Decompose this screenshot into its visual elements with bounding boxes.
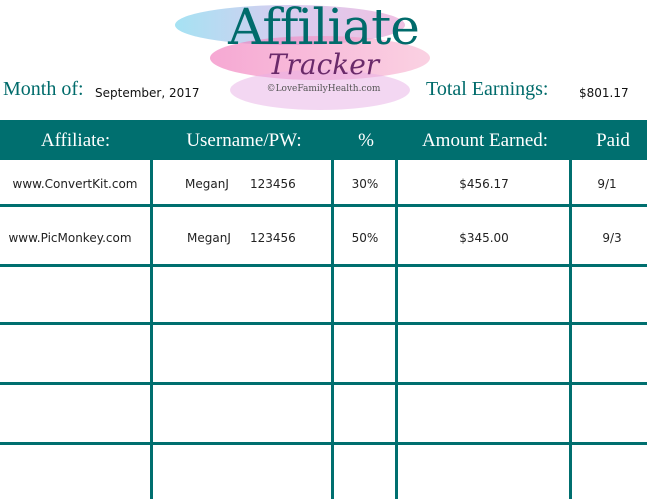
app-title: Affiliate [228, 0, 420, 56]
month-label: Month of: [3, 78, 84, 100]
row-divider [0, 264, 647, 267]
row-divider [0, 442, 647, 445]
column-divider [150, 160, 153, 499]
row-divider [0, 322, 647, 325]
column-header-percent: % [358, 130, 374, 151]
copyright-credit: ©LoveFamilyHealth.com [266, 84, 381, 94]
column-divider [395, 160, 398, 499]
month-value[interactable]: September, 2017 [95, 86, 200, 100]
password-cell[interactable]: 123456 [250, 177, 296, 191]
total-earnings-label: Total Earnings: [426, 78, 549, 100]
percent-cell[interactable]: 30% [351, 177, 379, 191]
username-cell[interactable]: MeganJ [185, 177, 229, 191]
affiliate-cell[interactable]: www.ConvertKit.com [12, 177, 138, 191]
percent-cell[interactable]: 50% [351, 231, 379, 245]
watercolor-splash [175, 5, 430, 110]
paid-cell[interactable]: 9/1 [597, 177, 617, 191]
total-earnings-value[interactable]: $801.17 [579, 86, 629, 100]
username-cell[interactable]: MeganJ [187, 231, 231, 245]
row-divider [0, 382, 647, 385]
app-subtitle: Tracker [267, 48, 380, 81]
column-header-paid: Paid [596, 130, 630, 151]
password-cell[interactable]: 123456 [250, 231, 296, 245]
column-divider [331, 160, 334, 499]
column-divider [569, 160, 572, 499]
column-header-affiliate: Affiliate: [40, 130, 111, 151]
amount-cell[interactable]: $456.17 [459, 177, 509, 191]
affiliate-cell[interactable]: www.PicMonkey.com [8, 231, 132, 245]
column-header-username: Username/PW: [186, 130, 302, 151]
table-header [0, 120, 647, 160]
column-header-amount: Amount Earned: [421, 130, 549, 151]
paid-cell[interactable]: 9/3 [602, 231, 622, 245]
amount-cell[interactable]: $345.00 [459, 231, 509, 245]
row-divider [0, 204, 647, 207]
